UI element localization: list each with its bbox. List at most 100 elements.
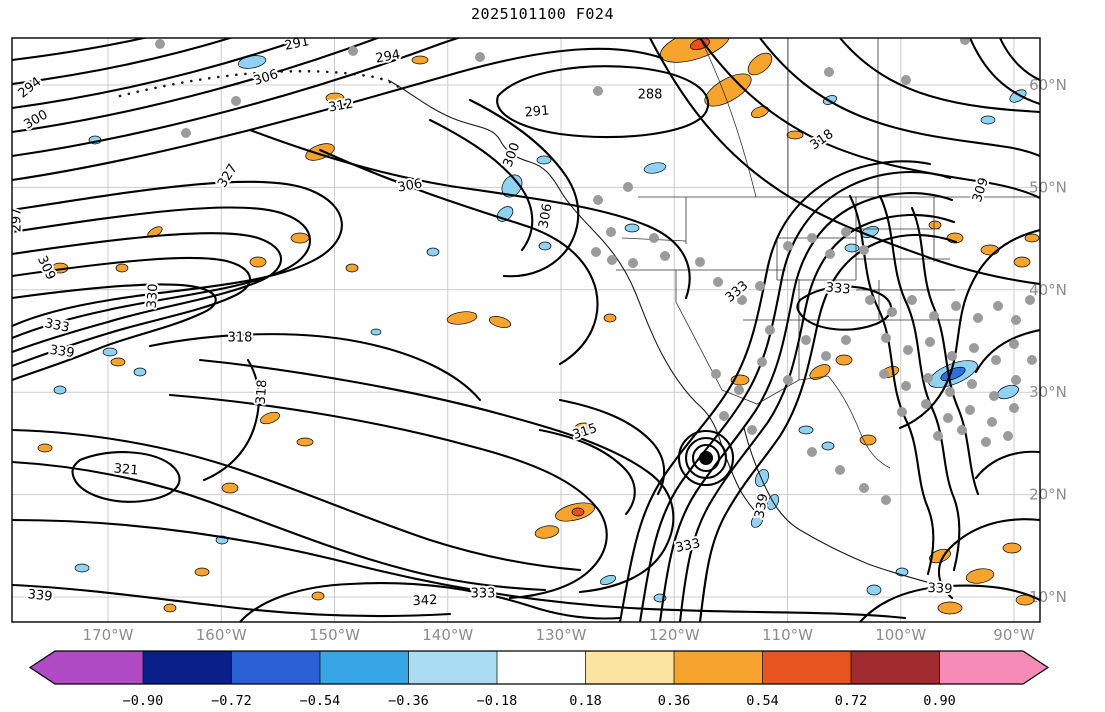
contour-line (12, 38, 234, 86)
colorbar-segment (320, 651, 409, 684)
anomaly-patch (603, 313, 617, 323)
anomaly-patch (755, 469, 769, 487)
contour-line (758, 38, 1040, 158)
colorbar-tick-label: −0.36 (388, 693, 429, 709)
contour-line (698, 38, 1040, 200)
station-dot (606, 227, 616, 237)
contour-line (148, 333, 482, 402)
colorbar-tick-label: −0.18 (477, 693, 518, 709)
station-dot (783, 375, 793, 385)
station-dot (887, 307, 897, 317)
contour-line (71, 451, 181, 503)
anomaly-patch (690, 38, 710, 51)
station-dot (901, 381, 911, 391)
station-dot (943, 413, 953, 423)
anomaly-patch (798, 425, 814, 435)
anomaly-patch (1002, 542, 1022, 554)
station-dot (593, 86, 603, 96)
anomaly-patch (370, 328, 382, 336)
colorbar-segment (231, 651, 320, 684)
contour-label: 333 (471, 587, 496, 602)
contour-layer (12, 38, 1040, 622)
anomaly-patch (290, 232, 310, 244)
low-ring (684, 436, 728, 480)
contour-line (678, 213, 956, 622)
contour-label: 291 (283, 34, 310, 54)
contour-line (910, 206, 980, 496)
contour-label: 342 (412, 593, 438, 609)
station-dot (925, 337, 935, 347)
station-dot (475, 52, 485, 62)
contour-line (12, 460, 547, 592)
y-tick-label: 10°N (1029, 588, 1067, 606)
contour-label: 312 (327, 96, 354, 115)
station-dot (1025, 295, 1035, 305)
station-dot (841, 335, 851, 345)
station-dot (907, 295, 917, 305)
contour-line (12, 232, 282, 354)
anomaly-patch (110, 357, 126, 367)
anomaly-patch (1013, 256, 1031, 268)
anomaly-patch (571, 507, 585, 517)
anomaly-patch (704, 73, 752, 107)
anomaly-patch (965, 568, 995, 584)
contour-line (558, 398, 666, 496)
anomaly-patch (249, 256, 267, 268)
station-dot (628, 258, 638, 268)
colorbar-tick-label: 0.36 (658, 693, 691, 709)
station-dot (1003, 431, 1013, 441)
contour-line (12, 38, 149, 62)
colorbar-segment (851, 651, 940, 684)
station-dot (923, 373, 933, 383)
contour-line (838, 38, 1040, 114)
station-dot (181, 128, 191, 138)
station-dot (825, 249, 835, 259)
anomaly-patch (835, 354, 853, 366)
contour-label: 315 (571, 421, 599, 443)
contour-label: 300 (501, 141, 524, 169)
political-border (827, 375, 891, 469)
station-dot (881, 495, 891, 505)
colorbar-tick-label: −0.72 (211, 693, 252, 709)
contour-label: 339 (27, 587, 53, 605)
contour-label: 288 (638, 88, 663, 103)
station-dot (757, 357, 767, 367)
low-ring (677, 429, 735, 487)
contour-label: 297 (10, 208, 25, 233)
contour-line (698, 233, 958, 622)
station-dot (947, 351, 957, 361)
station-dot (783, 241, 793, 251)
station-dot (765, 325, 775, 335)
contour-line (12, 38, 308, 110)
station-dot (231, 96, 241, 106)
colorbar-segment (674, 651, 763, 684)
contour-line (937, 518, 1040, 600)
contour-label: 339 (752, 492, 771, 519)
x-tick-label: 120°W (649, 626, 700, 644)
contour-line (238, 582, 622, 622)
contour-label: 291 (524, 103, 550, 120)
plot-frame (11, 37, 1041, 623)
contour-line (658, 192, 954, 622)
station-dot (991, 355, 1001, 365)
station-dot (1009, 403, 1019, 413)
station-dot (989, 391, 999, 401)
anomaly-patch (296, 437, 314, 447)
anomaly-patch (821, 441, 835, 451)
contour-label: 318 (228, 331, 253, 346)
station-dot (835, 465, 845, 475)
station-dot (607, 255, 617, 265)
low-ring (691, 443, 721, 473)
station-dot (965, 405, 975, 415)
anomaly-patch (809, 364, 831, 380)
colorbar-tick-label: 0.72 (835, 693, 868, 709)
contour-line (974, 328, 1040, 374)
coastline (743, 427, 935, 585)
anomaly-patch (844, 243, 860, 253)
contour-line (858, 584, 1040, 622)
contour-line (12, 206, 312, 340)
station-dot (1009, 339, 1019, 349)
colorbar-tick-label: −0.90 (123, 693, 164, 709)
station-dot (734, 385, 744, 395)
contour-label: 333 (825, 280, 851, 297)
